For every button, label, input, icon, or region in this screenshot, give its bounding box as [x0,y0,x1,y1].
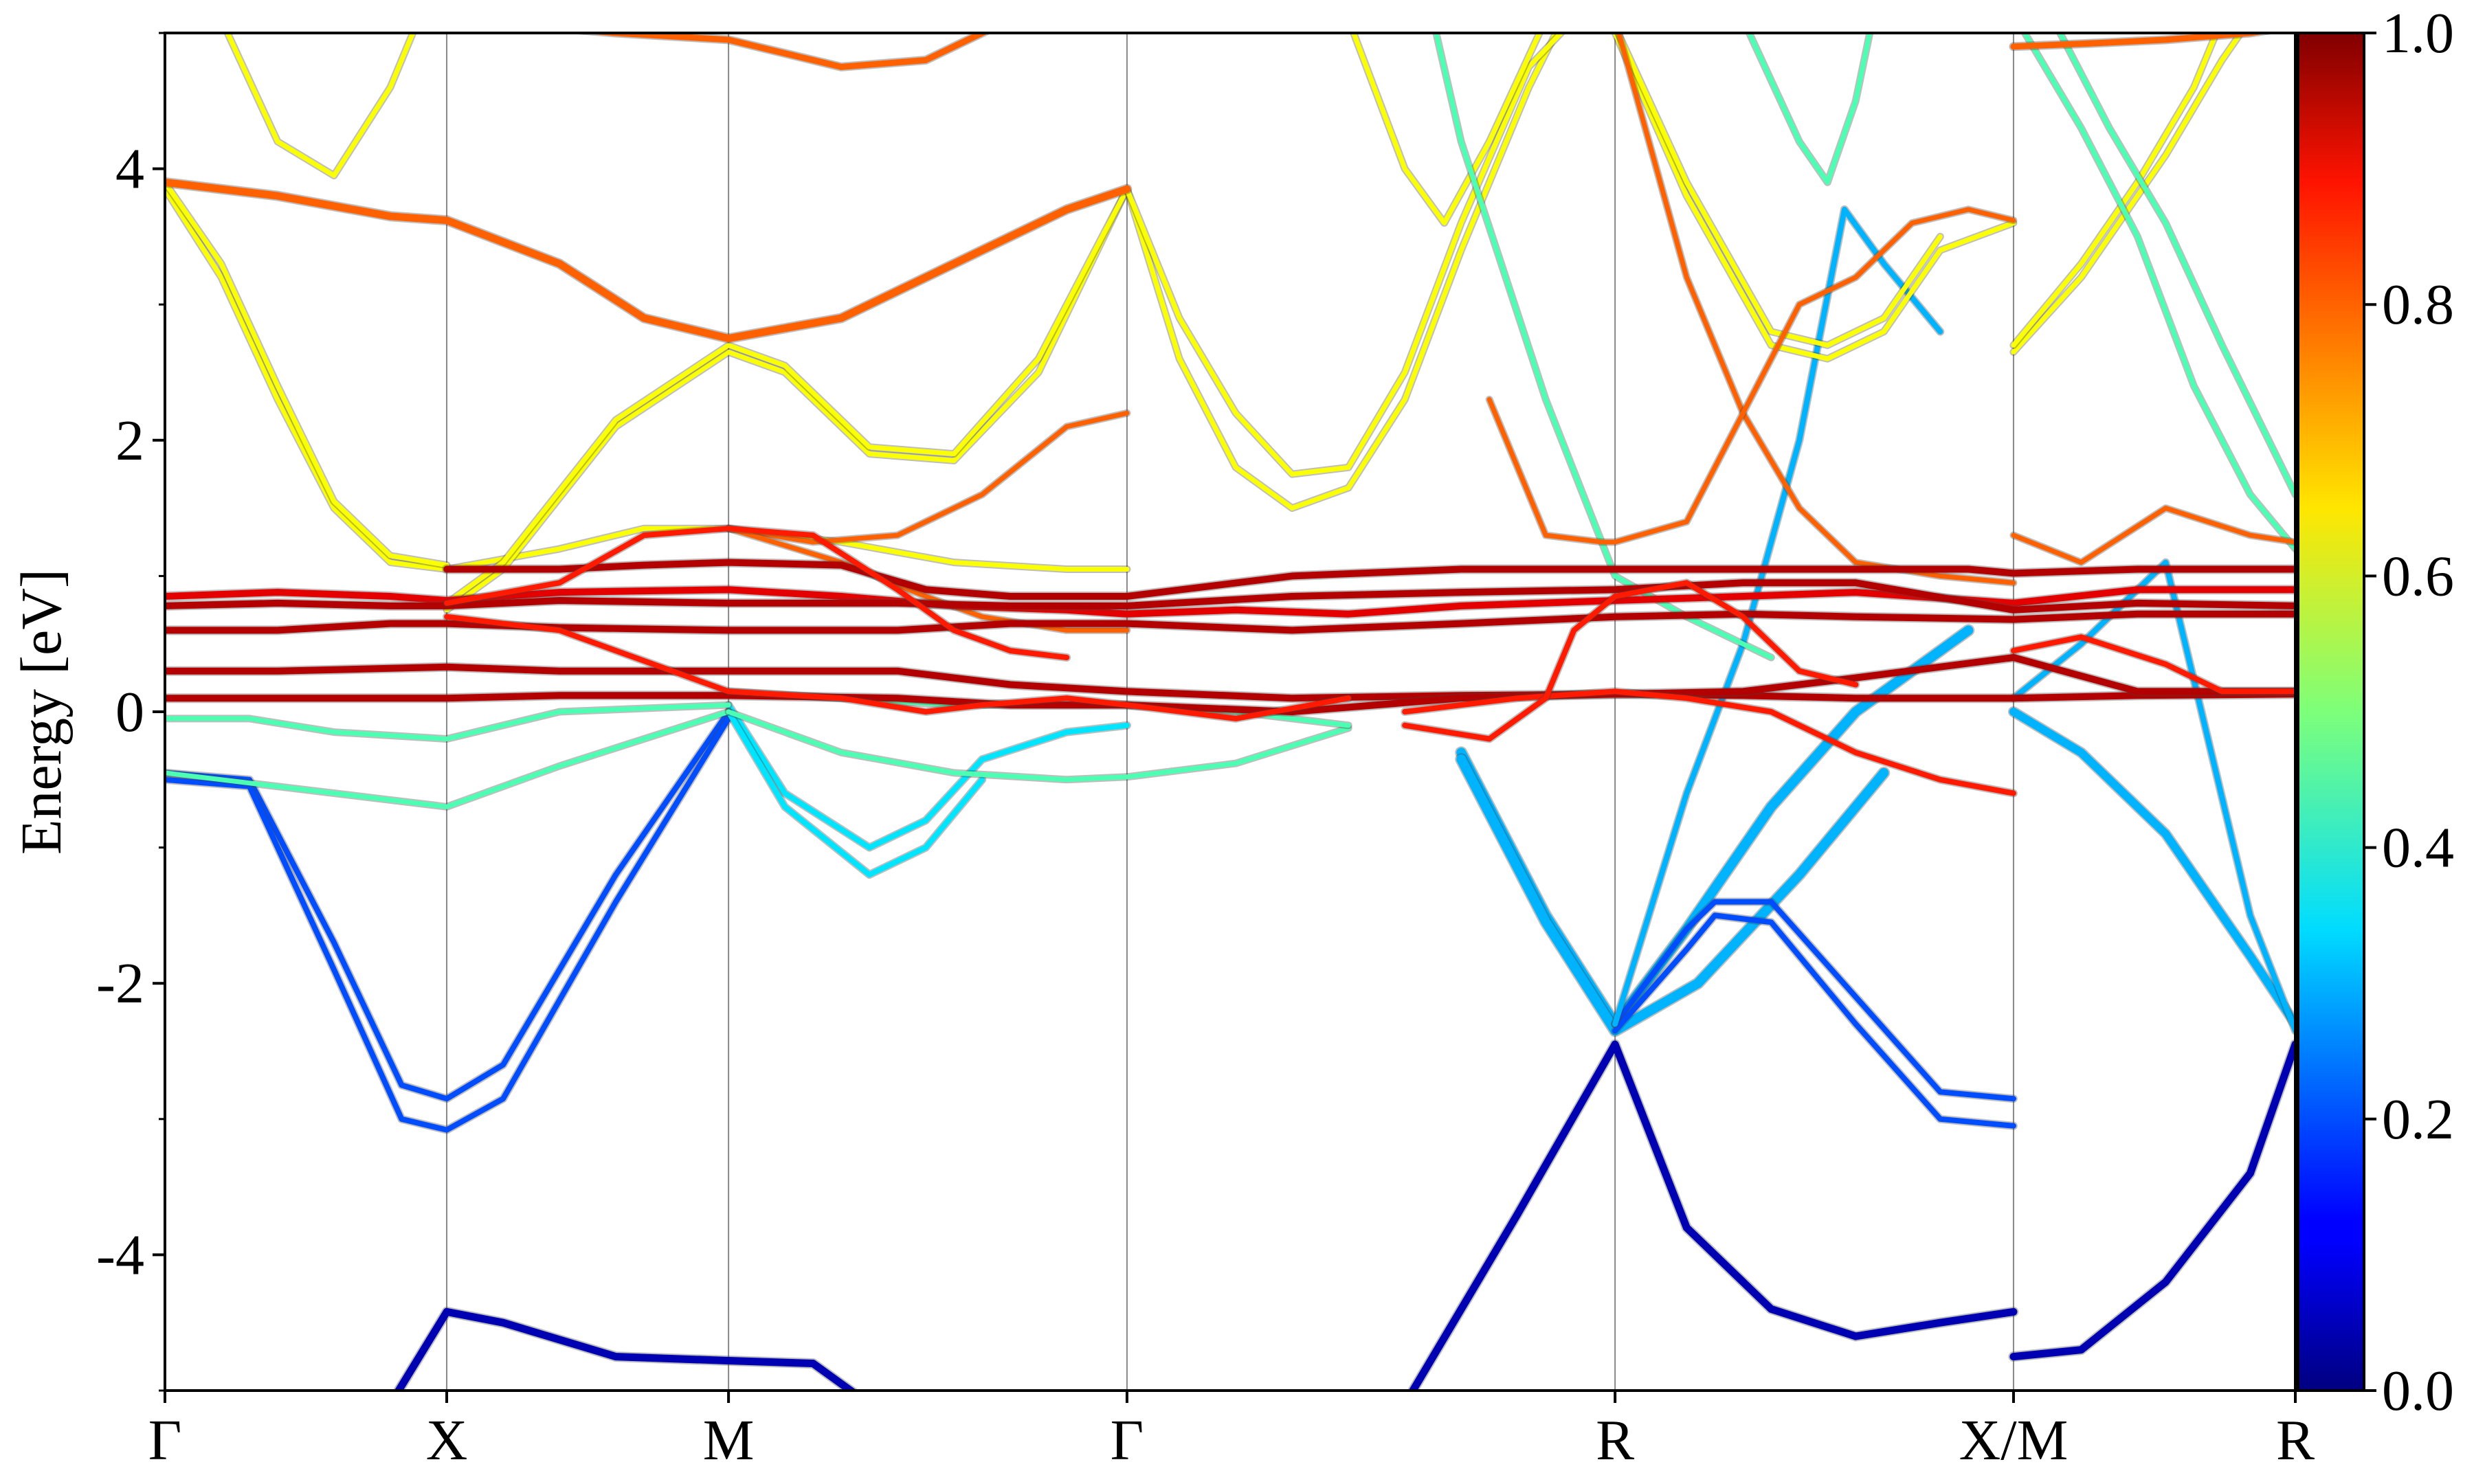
band-line [2010,33,2271,50]
band-line [2011,506,2295,565]
x-tick-label: X/M [1959,1408,2069,1472]
band-line [1124,33,1565,477]
x-axis-ticks: Γ X M Γ R X/M R [148,1391,2315,1472]
colorbar-tick-label: 0.8 [2382,273,2454,337]
band-line [2010,559,2295,1034]
x-tick-label: R [1596,1408,1634,1472]
x-tick-label: R [2276,1408,2315,1472]
band-line [444,614,1352,721]
colorbar-tick-label: 0.4 [2382,816,2454,880]
band-line [1612,206,1943,1027]
y-tick-label: 4 [115,137,144,201]
band-line [2011,33,2219,348]
band-line [1612,912,2016,1129]
colorbar-ticks: 0.0 0.2 0.4 0.6 0.8 1.0 [2364,1,2454,1423]
band-line [2009,1040,2295,1361]
y-axis-label: Energy [eV] [10,569,74,855]
band-line [165,579,2295,614]
colorbar [2297,32,2365,1392]
band-line [2011,33,2244,355]
band-line [165,179,449,568]
band-line [444,186,1130,613]
band-line [2022,33,2295,552]
band-line [1434,33,1774,660]
colorbar-tick-label: 0.0 [2382,1359,2454,1423]
y-tick-label: -2 [96,952,144,1015]
y-tick-label: 2 [115,409,144,473]
y-tick-label: 0 [115,680,144,744]
band-line [444,526,1070,660]
band-line [225,33,416,178]
band-line [165,702,731,741]
band-line [1456,754,1889,1036]
band-line [444,186,1130,606]
band-line [1616,33,2016,585]
band-line [726,709,985,878]
band-line [1408,1040,2018,1391]
band-line [443,559,2295,600]
band-line [165,709,732,1102]
band-line [1612,33,2016,361]
band-line [2010,634,2295,695]
band-line [165,186,1130,572]
band-line [726,410,1130,545]
band-line [165,715,732,1133]
band-line [577,33,990,70]
band-line [2009,708,2295,1028]
band-line [726,702,1130,851]
band-line [165,709,731,809]
band-line [1350,33,1543,226]
band-line [2057,33,2295,497]
band-line [1124,33,1559,511]
y-axis-ticks: -4 -2 0 2 4 [96,32,165,1392]
band-line [165,178,1131,343]
x-tick-label: M [703,1408,755,1472]
colorbar-tick-label: 0.2 [2382,1088,2454,1151]
band-line [726,709,1351,783]
band-line [1746,33,1873,185]
band-lines [165,33,2295,1391]
y-tick-label: -4 [96,1223,144,1287]
band-line [394,1307,858,1391]
colorbar-tick-label: 0.6 [2382,544,2454,608]
band-line [1402,580,1859,742]
band-line [165,610,2295,634]
colorbar-tick-label: 1.0 [2382,1,2454,65]
x-tick-label: X [426,1408,468,1472]
x-tick-label: Γ [1111,1408,1144,1472]
band-line [1612,899,2016,1102]
band-line [1402,688,2016,796]
band-line [1486,207,2016,545]
x-tick-label: Γ [148,1408,182,1472]
band-line [1615,33,1943,348]
band-line [165,663,2295,702]
